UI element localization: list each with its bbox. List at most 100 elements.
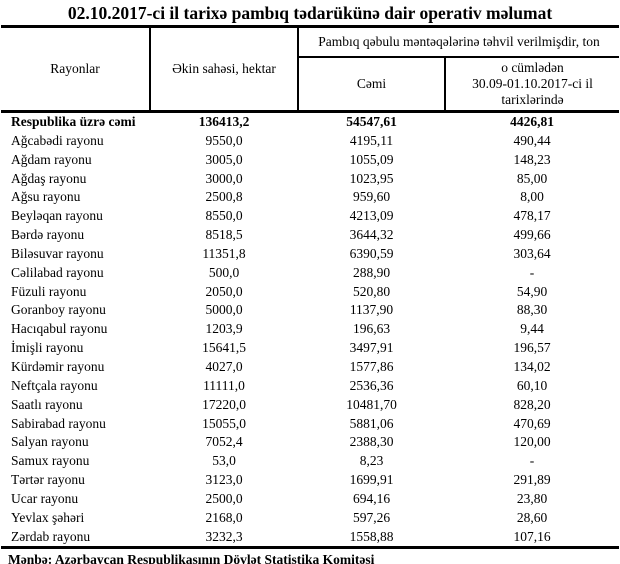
row-value: 597,26	[352, 509, 391, 525]
row-value: 53,0	[212, 453, 236, 469]
row-value: 2050,0	[205, 283, 243, 299]
table-row: Ağdam rayonu 3005,0 1055,09 148,23	[1, 151, 619, 170]
source-note: Mənbə: Azərbaycan Respublikasının Dövlət…	[8, 552, 375, 564]
row-label: İmişli rayonu	[11, 340, 84, 356]
row-label: Ağdaş rayonu	[11, 170, 87, 186]
row-value: 3644,32	[349, 227, 394, 243]
row-value: 1699,91	[349, 472, 394, 488]
row-label: Neftçala rayonu	[11, 377, 98, 393]
row-value: 2500,8	[205, 189, 243, 205]
column-header-tehvil-span: Pambıq qəbulu məntəqələrinə təhvil veril…	[298, 26, 619, 59]
cotton-procurement-table: Rayonlar Əkin sahəsi, hektar Pambıq qəbu…	[1, 25, 619, 550]
table-row: Tərtər rayonu 3123,0 1699,91 291,89	[1, 471, 619, 490]
row-value: 148,23	[513, 151, 551, 167]
row-value: 4426,81	[510, 114, 554, 129]
row-value: 2536,36	[349, 377, 394, 393]
row-label: Saatlı rayonu	[11, 396, 83, 412]
row-label: Hacıqabul rayonu	[11, 321, 108, 337]
row-value: 120,00	[513, 434, 551, 450]
row-value: 303,64	[513, 245, 551, 261]
table-row: Goranboy rayonu 5000,0 1137,90 88,30	[1, 301, 619, 320]
page-title: 02.10.2017-ci il tarixə pambıq tədarükün…	[67, 3, 553, 23]
table-row: Yevlax şəhəri 2168,0 597,26 28,60	[1, 509, 619, 528]
row-value: 478,17	[513, 208, 551, 224]
row-value: 2388,30	[349, 434, 394, 450]
row-value: 107,16	[513, 528, 551, 544]
table-row: Ağdaş rayonu 3000,0 1023,95 85,00	[1, 170, 619, 189]
row-value: 9,44	[520, 321, 544, 337]
row-value: 88,30	[516, 302, 548, 318]
row-value: 8550,0	[205, 208, 243, 224]
row-label: Zərdab rayonu	[11, 528, 91, 544]
row-label: Beyləqan rayonu	[11, 208, 103, 224]
row-value: 1023,95	[349, 170, 394, 186]
row-value: 136413,2	[198, 114, 250, 129]
row-label: Cəlilabad rayonu	[11, 264, 104, 280]
table-row: Ağsu rayonu 2500,8 959,60 8,00	[1, 188, 619, 207]
row-value: 60,10	[516, 377, 548, 393]
total-row: Respublika üzrə cəmi 136413,2 54547,61 4426…	[1, 112, 619, 132]
row-value: 1558,88	[349, 528, 394, 544]
row-value: -	[529, 453, 535, 469]
row-value: 10481,70	[346, 396, 397, 412]
row-value: 3000,0	[205, 170, 243, 186]
table-row: Ağcabədi rayonu 9550,0 4195,11 490,44	[1, 132, 619, 151]
row-value: 959,60	[352, 189, 391, 205]
row-value: 196,57	[513, 340, 551, 356]
row-label: Ağcabədi rayonu	[11, 132, 104, 148]
row-value: 7052,4	[205, 434, 243, 450]
row-label: Goranboy rayonu	[11, 302, 106, 318]
row-label: Ağsu rayonu	[11, 189, 81, 205]
row-value: 15641,5	[202, 340, 246, 356]
row-value: 28,60	[516, 509, 548, 525]
row-value: 134,02	[513, 358, 551, 374]
row-value: 694,16	[352, 490, 391, 506]
row-label: Tərtər rayonu	[11, 472, 85, 488]
row-value: 54547,61	[346, 114, 397, 129]
row-label: Bərdə rayonu	[11, 227, 85, 243]
column-header-o-cumleden: o cümlədən 30.09-01.10.2017-ci il tarixl…	[472, 60, 593, 108]
table-row: Cəlilabad rayonu 500,0 288,90 -	[1, 264, 619, 283]
row-value: 5000,0	[205, 302, 243, 318]
row-value: 5881,06	[349, 415, 394, 431]
row-value: 288,90	[352, 264, 391, 280]
row-label: Biləsuvar rayonu	[11, 245, 104, 261]
row-value: 3497,91	[349, 340, 394, 356]
row-value: 1577,86	[349, 358, 394, 374]
row-value: 4195,11	[349, 132, 394, 148]
row-value: 1055,09	[349, 151, 394, 167]
table-row: İmişli rayonu 15641,5 3497,91 196,57	[1, 339, 619, 358]
row-value: 15055,0	[202, 415, 246, 431]
table-row: Salyan rayonu 7052,4 2388,30 120,00	[1, 433, 619, 452]
row-value: 8518,5	[205, 227, 243, 243]
row-value: 499,66	[513, 227, 551, 243]
row-label: Samux rayonu	[11, 453, 90, 469]
row-value: 17220,0	[202, 396, 246, 412]
row-value: 8,23	[359, 453, 384, 469]
table-row: Füzuli rayonu 2050,0 520,80 54,90	[1, 283, 619, 302]
row-value: 23,80	[516, 490, 548, 506]
row-value: 196,63	[352, 321, 391, 337]
column-header-rayonlar: Rayonlar	[1, 26, 151, 112]
table-row: Kürdəmir rayonu 4027,0 1577,86 134,02	[1, 358, 619, 377]
row-value: 3123,0	[205, 472, 243, 488]
row-value: 828,20	[513, 396, 551, 412]
row-value: 1203,9	[205, 321, 243, 337]
row-label: Ağdam rayonu	[11, 151, 92, 167]
row-value: 11111,0	[203, 377, 245, 393]
column-header-cemi: Cəmi	[298, 57, 446, 112]
table-row: Samux rayonu 53,0 8,23 -	[1, 452, 619, 471]
row-value: 500,0	[208, 264, 240, 280]
row-value: 2168,0	[205, 509, 243, 525]
row-value: 2500,0	[205, 490, 243, 506]
table-row: Zərdab rayonu 3232,3 1558,88 107,16	[1, 528, 619, 548]
row-value: 4213,09	[349, 208, 394, 224]
row-label: Salyan rayonu	[11, 434, 89, 450]
row-value: 54,90	[516, 283, 548, 299]
row-value: 8,00	[520, 189, 544, 205]
table-row: Sabirabad rayonu 15055,0 5881,06 470,69	[1, 415, 619, 434]
row-label: Respublika üzrə cəmi	[11, 114, 136, 129]
row-value: 9550,0	[205, 132, 243, 148]
table-row: Hacıqabul rayonu 1203,9 196,63 9,44	[1, 320, 619, 339]
